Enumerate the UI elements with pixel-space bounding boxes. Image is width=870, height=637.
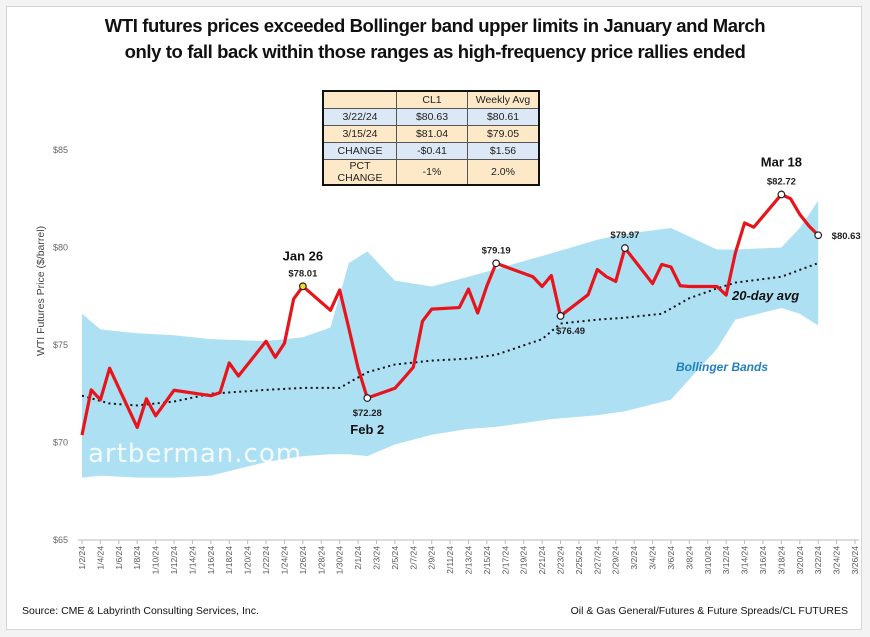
x-tick-label: 2/3/24 bbox=[371, 546, 381, 570]
x-tick-label: 3/24/24 bbox=[832, 546, 842, 575]
moving-average-line bbox=[81, 262, 819, 407]
table-header: CL1 bbox=[396, 90, 468, 109]
table-cell: 3/15/24 bbox=[322, 125, 397, 143]
chart-title: WTI futures prices exceeded Bollinger ba… bbox=[0, 13, 870, 65]
table-cell: $80.61 bbox=[467, 108, 540, 126]
table-header bbox=[322, 90, 397, 109]
x-tick-label: 3/14/24 bbox=[740, 546, 750, 575]
x-tick-label: 3/26/24 bbox=[850, 546, 860, 575]
table-cell: PCT CHANGE bbox=[322, 159, 397, 186]
x-tick-label: 2/9/24 bbox=[427, 546, 437, 570]
data-label: $79.19 bbox=[482, 245, 511, 256]
x-tick-label: 3/2/24 bbox=[629, 546, 639, 570]
x-tick-label: 3/16/24 bbox=[758, 546, 768, 575]
x-tick-label: 1/2/24 bbox=[77, 546, 87, 570]
data-point-marker bbox=[621, 244, 629, 252]
x-tick-label: 3/8/24 bbox=[684, 546, 694, 570]
x-tick-label: 2/23/24 bbox=[556, 546, 566, 575]
data-point-marker bbox=[814, 231, 823, 240]
table-cell: CHANGE bbox=[322, 142, 397, 160]
moving-average-label: 20-day avg bbox=[731, 288, 799, 303]
x-tick-label: 2/1/24 bbox=[353, 546, 363, 570]
category-path: Oil & Gas General/Futures & Future Sprea… bbox=[570, 605, 848, 617]
x-tick-label: 1/16/24 bbox=[206, 546, 216, 575]
table-row: 3/15/24 $81.04 $79.05 bbox=[322, 125, 540, 143]
table-cell: 3/22/24 bbox=[322, 108, 397, 126]
bollinger-band-area bbox=[82, 200, 819, 478]
y-tick-label: $75 bbox=[53, 340, 68, 350]
annotation-title: Jan 26 bbox=[283, 248, 323, 263]
data-point-marker bbox=[492, 259, 501, 268]
x-tick-label: 3/10/24 bbox=[703, 546, 713, 575]
data-point-marker bbox=[363, 394, 372, 402]
x-tick-label: 1/22/24 bbox=[261, 546, 271, 575]
table-cell: 2.0% bbox=[467, 159, 540, 186]
x-tick-label: 2/7/24 bbox=[408, 546, 418, 570]
x-tick-label: 1/20/24 bbox=[243, 546, 253, 575]
table-cell: -1% bbox=[396, 159, 468, 186]
x-tick-label: 2/21/24 bbox=[537, 546, 547, 575]
x-tick-label: 1/18/24 bbox=[224, 546, 234, 575]
x-tick-label: 3/20/24 bbox=[795, 546, 805, 575]
data-point-marker bbox=[556, 312, 565, 320]
annotation-title: Feb 2 bbox=[350, 422, 384, 437]
table-cell: $81.04 bbox=[396, 125, 468, 143]
x-tick-label: 3/4/24 bbox=[648, 546, 658, 570]
table-row: PCT CHANGE -1% 2.0% bbox=[322, 159, 540, 186]
x-tick-label: 2/19/24 bbox=[519, 546, 529, 575]
table-row: CHANGE -$0.41 $1.56 bbox=[322, 142, 540, 160]
table-cell: $80.63 bbox=[396, 108, 468, 126]
table-row: 3/22/24 $80.63 $80.61 bbox=[322, 108, 540, 126]
x-tick-label: 2/11/24 bbox=[445, 546, 455, 574]
data-label: $72.28 bbox=[353, 408, 382, 419]
x-tick-label: 3/18/24 bbox=[776, 546, 786, 575]
y-tick-label: $65 bbox=[53, 535, 68, 545]
y-tick-label: $70 bbox=[53, 438, 68, 448]
table-header-row: CL1 Weekly Avg bbox=[322, 90, 540, 109]
x-tick-label: 2/17/24 bbox=[500, 546, 510, 575]
x-tick-label: 2/27/24 bbox=[592, 546, 602, 575]
title-line-1: WTI futures prices exceeded Bollinger ba… bbox=[104, 15, 766, 36]
table-cell: -$0.41 bbox=[396, 142, 468, 160]
table-cell: $1.56 bbox=[467, 142, 540, 160]
x-tick-label: 3/12/24 bbox=[721, 546, 731, 575]
data-label: $80.63 bbox=[832, 231, 861, 242]
source-note: Source: CME & Labyrinth Consulting Servi… bbox=[22, 605, 259, 617]
data-label: $76.49 bbox=[556, 326, 585, 337]
annotation-title: Mar 18 bbox=[761, 154, 802, 169]
x-tick-label: 1/14/24 bbox=[187, 546, 197, 575]
title-line-2: only to fall back within those ranges as… bbox=[124, 41, 746, 62]
x-tick-label: 1/4/24 bbox=[95, 546, 105, 570]
x-tick-label: 1/24/24 bbox=[279, 546, 289, 575]
x-tick-label: 1/12/24 bbox=[169, 546, 179, 575]
x-tick-label: 1/8/24 bbox=[132, 546, 142, 570]
y-tick-label: $80 bbox=[53, 243, 68, 253]
price-line bbox=[80, 192, 820, 436]
x-tick-label: 2/29/24 bbox=[611, 546, 621, 575]
summary-table: CL1 Weekly Avg 3/22/24 $80.63 $80.61 3/1… bbox=[322, 90, 540, 186]
data-point-marker bbox=[298, 282, 307, 291]
x-tick-label: 3/22/24 bbox=[813, 546, 823, 575]
x-tick-label: 1/6/24 bbox=[114, 546, 124, 570]
data-label: $82.72 bbox=[767, 176, 796, 187]
bollinger-bands-label: Bollinger Bands bbox=[676, 360, 768, 374]
table-header: Weekly Avg bbox=[467, 90, 540, 109]
table-cell: $79.05 bbox=[467, 125, 540, 143]
x-tick-label: 1/10/24 bbox=[151, 546, 161, 575]
x-tick-label: 2/13/24 bbox=[464, 546, 474, 575]
data-label: $79.97 bbox=[610, 230, 639, 241]
x-tick-label: 3/6/24 bbox=[666, 546, 676, 570]
x-tick-label: 1/26/24 bbox=[298, 546, 308, 575]
data-label: $78.01 bbox=[288, 268, 318, 279]
x-tick-label: 2/25/24 bbox=[574, 546, 584, 575]
x-tick-label: 1/28/24 bbox=[316, 546, 326, 575]
x-tick-label: 2/5/24 bbox=[390, 546, 400, 570]
x-tick-label: 2/15/24 bbox=[482, 546, 492, 575]
y-axis-title: WTI Futures Price ($/barrel) bbox=[35, 226, 47, 356]
data-point-marker bbox=[777, 190, 786, 199]
x-tick-label: 1/30/24 bbox=[335, 546, 345, 575]
y-tick-label: $85 bbox=[53, 145, 68, 155]
watermark: artberman.com bbox=[88, 439, 302, 469]
